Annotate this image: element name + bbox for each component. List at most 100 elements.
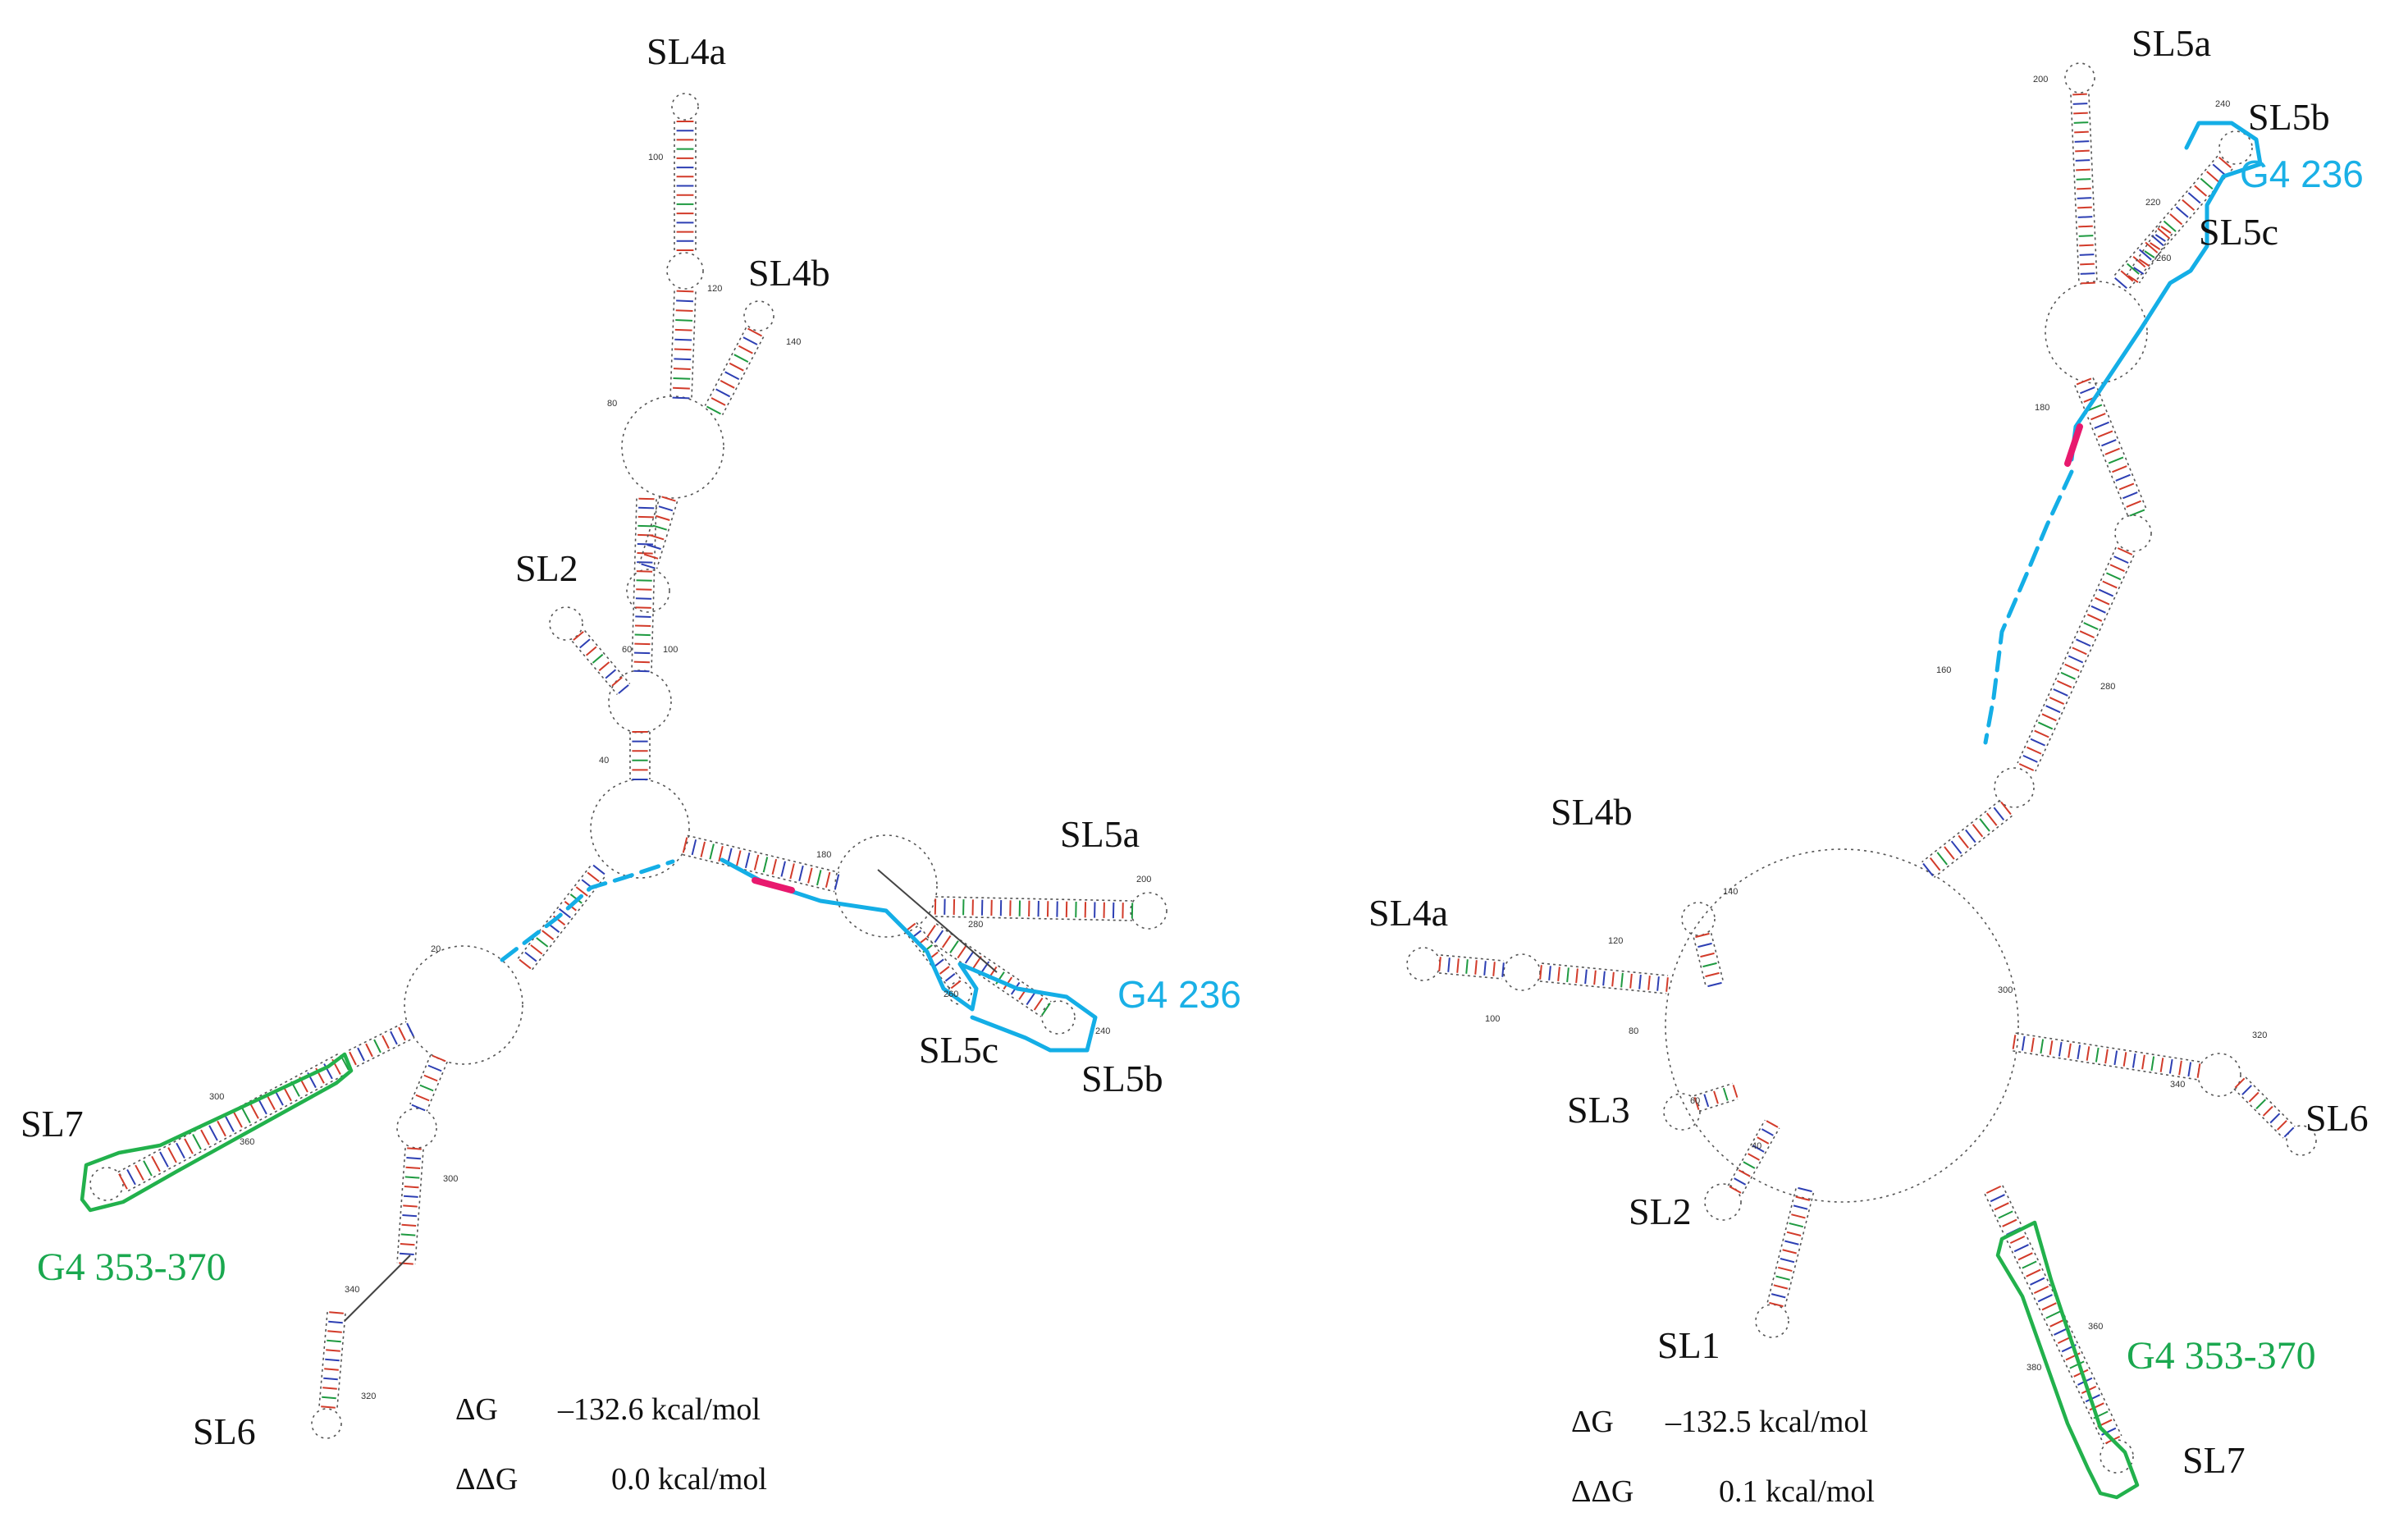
left-highlight-segment	[752, 877, 795, 893]
left-backbone-sl6	[344, 1255, 411, 1322]
right-loop-central	[1665, 848, 2019, 1203]
base-pair	[643, 553, 659, 560]
base-pair	[1026, 992, 1036, 1006]
base-pair	[743, 336, 758, 345]
base-pair	[2106, 572, 2122, 581]
stem-strand	[2126, 225, 2161, 276]
base-pair	[2078, 235, 2094, 237]
base-pair	[780, 861, 786, 877]
position-number: 20	[431, 944, 441, 954]
base-pair	[524, 951, 537, 962]
base-pair	[2178, 1060, 2182, 1076]
base-pair	[672, 396, 690, 400]
right-stem-sl7	[1984, 1185, 2122, 1445]
stem-strand	[1766, 1187, 1798, 1303]
base-pair	[636, 570, 653, 573]
base-pair	[403, 1204, 418, 1208]
base-pair	[1501, 962, 1505, 977]
base-pair	[2175, 206, 2189, 218]
base-pair	[2101, 439, 2117, 447]
base-pair	[592, 864, 605, 875]
left-stem-sl4a-upper	[674, 121, 697, 251]
base-pair	[2022, 754, 2038, 763]
base-pair	[736, 850, 742, 866]
base-pair	[674, 328, 692, 331]
base-pair	[329, 1311, 344, 1314]
base-pair	[233, 1112, 243, 1128]
base-pair	[1729, 1186, 1742, 1194]
base-pair	[1990, 1194, 2005, 1203]
base-pair	[322, 1387, 337, 1390]
base-pair	[658, 505, 674, 512]
base-pair	[2058, 1041, 2063, 1057]
base-pair	[941, 935, 952, 948]
base-pair	[634, 633, 651, 637]
base-pair	[675, 319, 693, 322]
base-pair	[1611, 971, 1615, 987]
position-number: 180	[816, 850, 831, 860]
base-pair	[2157, 227, 2171, 240]
base-pair	[964, 950, 975, 964]
left-structure: 100 120 140 80 60 100 40 20 180 200 280 260 240 300 36…	[21, 30, 1241, 1497]
right-stem-sl5b	[2113, 155, 2233, 290]
position-number: 160	[1936, 665, 1951, 675]
position-number: 100	[1485, 1014, 1500, 1024]
base-pair	[2248, 1091, 2259, 1103]
right-label-sl4b: SL4b	[1551, 791, 1633, 833]
stem-strand	[117, 1052, 340, 1173]
base-pair	[944, 973, 956, 982]
base-pair	[519, 958, 532, 970]
base-pair	[652, 524, 667, 531]
base-pair	[2030, 1277, 2045, 1286]
base-pair	[1784, 1240, 1799, 1245]
base-pair	[949, 940, 959, 953]
right-g4-236-dashed	[1983, 469, 2074, 745]
position-number: 200	[1136, 875, 1151, 884]
stem-strand	[2035, 555, 2135, 772]
base-pair	[1705, 971, 1720, 978]
left-stem-sl2-main	[631, 497, 657, 673]
base-pair	[2000, 801, 2012, 816]
base-pair	[2017, 1252, 2033, 1261]
base-pair	[2033, 1285, 2049, 1295]
right-stem-sl1	[1766, 1186, 1815, 1308]
base-pair	[402, 1214, 418, 1218]
position-number: 80	[1629, 1026, 1638, 1036]
base-pair	[2095, 596, 2110, 606]
stem-strand	[1438, 972, 1503, 980]
stem-strand	[517, 863, 592, 959]
stem-strand	[934, 916, 1132, 921]
base-pair	[1944, 846, 1955, 860]
right-stem-sl3	[1693, 1082, 1739, 1113]
base-pair	[423, 1074, 438, 1082]
left-stem-sl2-branch	[571, 630, 631, 695]
stem-strand	[336, 1313, 346, 1409]
base-pair	[638, 506, 655, 510]
base-pair	[541, 930, 555, 940]
base-pair	[2040, 1039, 2045, 1054]
base-pair	[1602, 971, 1606, 986]
base-pair	[635, 615, 651, 618]
stem-strand	[127, 1071, 350, 1192]
position-number: 140	[786, 337, 801, 347]
stem-strand	[2127, 168, 2233, 290]
stem-strand	[904, 931, 951, 990]
stem-strand	[2092, 377, 2147, 510]
base-pair	[2064, 663, 2080, 672]
base-pair	[2012, 1035, 2017, 1049]
stem-strand	[1727, 1119, 1766, 1186]
base-pair	[2277, 1120, 2287, 1131]
base-pair	[2113, 555, 2129, 564]
base-pair	[2077, 1044, 2081, 1060]
right-stem-sl2	[1727, 1119, 1780, 1195]
position-number: 320	[2252, 1031, 2267, 1040]
base-pair	[834, 874, 840, 890]
base-pair	[2089, 1402, 2104, 1411]
base-pair	[2068, 1043, 2072, 1058]
base-pair	[2138, 249, 2152, 261]
base-pair	[2098, 588, 2114, 597]
base-pair	[1734, 1177, 1747, 1186]
position-number: 180	[2035, 403, 2049, 413]
left-stem-sl6-mid	[396, 1147, 424, 1265]
left-stem-sl6-upper	[409, 1054, 448, 1112]
